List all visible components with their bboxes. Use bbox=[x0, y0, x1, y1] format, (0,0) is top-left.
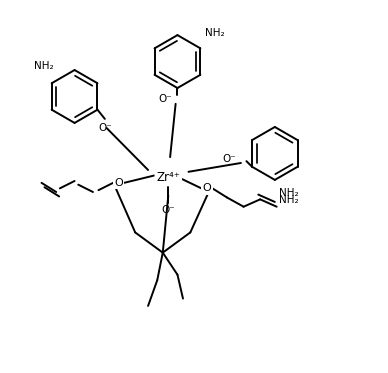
Text: NH₂: NH₂ bbox=[205, 28, 225, 38]
Text: NH₂: NH₂ bbox=[279, 195, 298, 205]
Text: NH₂: NH₂ bbox=[279, 188, 298, 198]
Text: O⁻: O⁻ bbox=[158, 94, 172, 104]
Text: O⁻: O⁻ bbox=[98, 123, 112, 132]
Text: NH₂: NH₂ bbox=[33, 61, 53, 71]
Text: O: O bbox=[114, 178, 123, 188]
Text: Zr⁴⁺: Zr⁴⁺ bbox=[156, 171, 180, 184]
Text: O: O bbox=[203, 184, 211, 193]
Text: O⁻: O⁻ bbox=[223, 154, 237, 164]
Text: Zr⁴⁺: Zr⁴⁺ bbox=[156, 171, 180, 184]
Text: O⁻: O⁻ bbox=[161, 205, 175, 215]
